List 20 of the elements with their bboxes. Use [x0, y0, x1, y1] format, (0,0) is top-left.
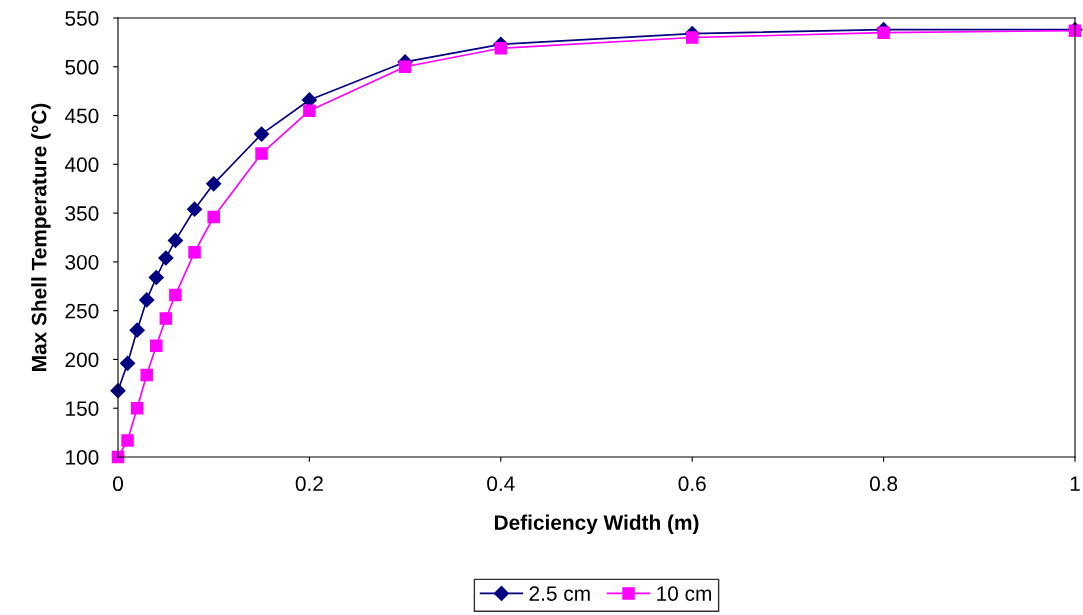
x-tick-label: 0.8: [869, 476, 898, 492]
legend-label: 2.5 cm: [529, 586, 590, 601]
x-tick-label: 0.6: [678, 476, 706, 492]
y-axis-title: Max Shell Temperature (°C): [31, 103, 51, 371]
y-tick-label: 150: [66, 401, 99, 416]
y-tick-label: 350: [65, 206, 99, 221]
legend-label: 10 cm: [657, 586, 711, 601]
y-tick-label: 450: [64, 108, 99, 124]
y-tick-label: 100: [66, 450, 99, 465]
x-tick-label: 0.2: [295, 476, 323, 492]
y-tick-label: 550: [65, 11, 99, 26]
y-tick-label: 200: [65, 352, 99, 368]
x-axis-title: Deficiency Width (m): [494, 514, 699, 535]
y-tick-label: 300: [65, 254, 99, 270]
x-tick-label: 0.4: [487, 476, 515, 492]
y-tick-label: 500: [65, 59, 99, 75]
y-tick-label: 400: [64, 157, 99, 173]
y-tick-label: 250: [65, 303, 99, 319]
x-tick-label: 1: [1070, 476, 1080, 491]
x-tick-label: 0: [113, 476, 123, 492]
